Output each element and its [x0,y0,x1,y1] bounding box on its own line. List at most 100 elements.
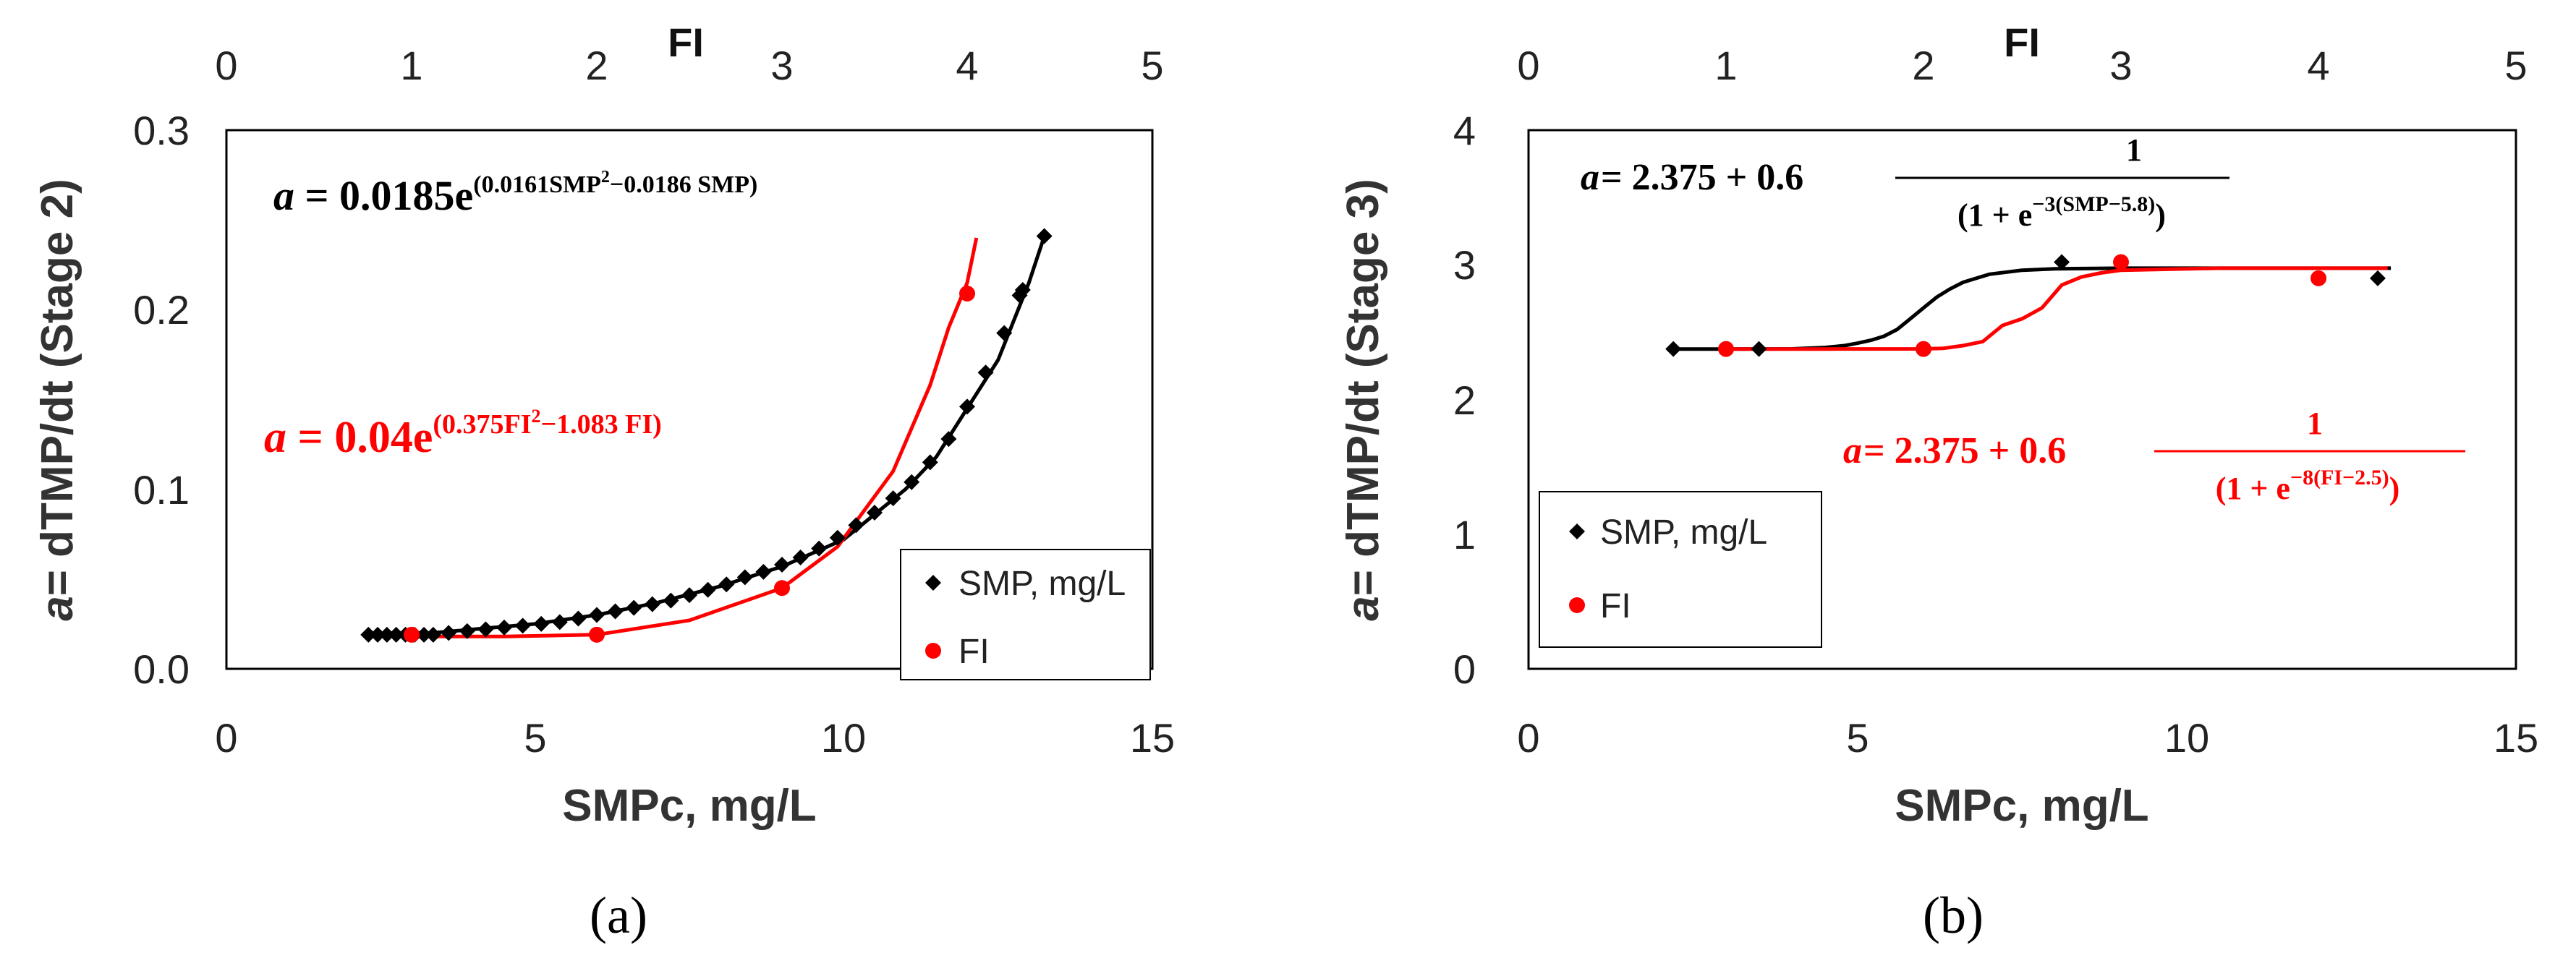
y-axis-symbol: a [1338,596,1388,620]
data-point-diamond [388,626,404,643]
legend: SMP, mg/L FI [900,549,1151,680]
plot-area-frame [225,129,1154,670]
x2-tick-label: 2 [1912,43,1934,88]
data-point-diamond [792,550,809,566]
equation-coef: = 0.04e [286,413,433,462]
x2-axis-title: FI [668,20,704,65]
legend-label-fi: FI [958,633,990,671]
equation-exponent-rest: −0.0186 SMP) [610,171,757,198]
x2-axis-title: FI [2004,20,2040,65]
data-point-circle [2113,254,2129,270]
data-point-diamond [496,619,512,636]
data-point-diamond [718,576,735,593]
y-axis-text: = dTMP/dt (Stage 2) [33,179,82,596]
x-tick-label: 10 [2164,715,2209,761]
data-points [1665,254,2386,357]
x2-tick-label: 4 [956,43,978,88]
equation-denominator-base: (1 + e [1957,197,2032,233]
equation-smp: a = 0.0185e(0.0161SMP2−0.0186 SMP) [273,168,757,219]
equation-fi: a = 2.375 + 0.6 1 (1 + e−8(FI−2.5)) [1843,406,2465,506]
x2-tick-label: 3 [2109,43,2132,88]
x2-tick-label: 3 [770,43,793,88]
equation-denominator-exponent: −3(SMP−5.8) [2032,192,2155,216]
data-point-diamond [416,626,433,643]
x2-tick-label: 2 [585,43,608,88]
data-point-diamond [644,596,660,612]
equation-exponent: (0.375FI [433,409,531,440]
equation-numerator: 1 [2307,406,2323,441]
y-axis-symbol: a [33,596,82,620]
equation-exponent-power: 2 [601,168,610,187]
equation-coef: = 2.375 + 0.6 [1863,430,2066,471]
panel-label-b: (b) [1923,886,1984,944]
data-point-diamond [922,454,938,471]
x-tick-label: 0 [215,715,237,761]
y-axis-title: a= dTMP/dt (Stage 2) [33,179,82,620]
x2-tick-label: 1 [1714,43,1737,88]
data-point-circle [589,626,605,643]
data-point-diamond [663,592,679,609]
data-point-diamond [1036,228,1053,244]
legend-marker-diamond [925,575,941,591]
data-points [360,228,1053,643]
equation-exponent-rest: −1.083 FI) [541,409,662,440]
data-point-diamond [774,556,790,573]
fit-lines [1673,266,2392,351]
equation-lhs: a [1581,157,1599,198]
data-point-diamond [755,563,772,580]
equation-denominator-base: (1 + e [2216,471,2290,506]
equation-denominator: (1 + e−3(SMP−5.8)) [1957,192,2166,233]
data-point-diamond [607,603,624,620]
data-point-diamond [360,626,377,643]
data-point-circle [1718,341,1734,357]
legend-marker-circle [1569,597,1585,613]
data-point-diamond [477,621,494,638]
x-axis-title: SMPc, mg/L [1895,781,2148,831]
x-axis-title: SMPc, mg/L [562,781,816,831]
data-point-circle [959,285,975,302]
fit-line [1726,266,2388,351]
data-point-diamond [959,398,975,415]
data-point-diamond [533,615,550,632]
equation-lhs: a [1843,430,1862,471]
fit-line [1673,266,2392,351]
x2-tick-label: 0 [215,43,237,88]
data-point-diamond [885,490,901,507]
equation-denominator-close: ) [2155,197,2166,233]
x2-tick-label: 5 [1141,43,1163,88]
x-tick-label: 15 [1130,715,1175,761]
y-tick-label: 0.3 [133,108,190,153]
legend: SMP, mg/L FI [1539,491,1822,648]
equation-denominator-close: ) [2389,471,2400,506]
data-point-diamond [370,626,386,643]
x-tick-label: 15 [2494,715,2538,761]
y-tick-label: 3 [1453,242,1476,288]
y-axis-text: = dTMP/dt (Stage 3) [1338,179,1388,596]
equation-lhs: a [273,172,294,219]
data-point-circle [404,626,420,643]
equation-fi: a = 0.04e(0.375FI2−1.083 FI) [264,406,662,462]
equation-denominator: (1 + e−8(FI−2.5)) [2216,466,2400,506]
equation-exponent: (0.0161SMP [473,171,601,198]
y-tick-label: 2 [1453,377,1476,423]
data-point-circle [1916,341,1931,357]
plot-area-frame [1527,129,2517,670]
data-point-diamond [829,529,846,546]
data-point-diamond [1665,341,1682,357]
equation-coef: = 0.0185e [294,172,473,219]
fit-line [412,237,979,638]
y-tick-label: 1 [1453,512,1476,557]
y-tick-label: 4 [1453,108,1476,153]
y-axis-title: a= dTMP/dt (Stage 3) [1338,179,1388,620]
data-point-diamond [425,626,441,643]
legend-box [900,549,1151,680]
x-tick-label: 0 [1517,715,1539,761]
data-point-diamond [626,599,642,616]
data-point-diamond [904,474,920,490]
equation-exponent-power: 2 [532,406,541,427]
data-point-diamond [459,623,475,639]
x2-tick-label: 0 [1517,43,1539,88]
x2-tick-label: 5 [2504,43,2527,88]
x-tick-label: 10 [821,715,866,761]
